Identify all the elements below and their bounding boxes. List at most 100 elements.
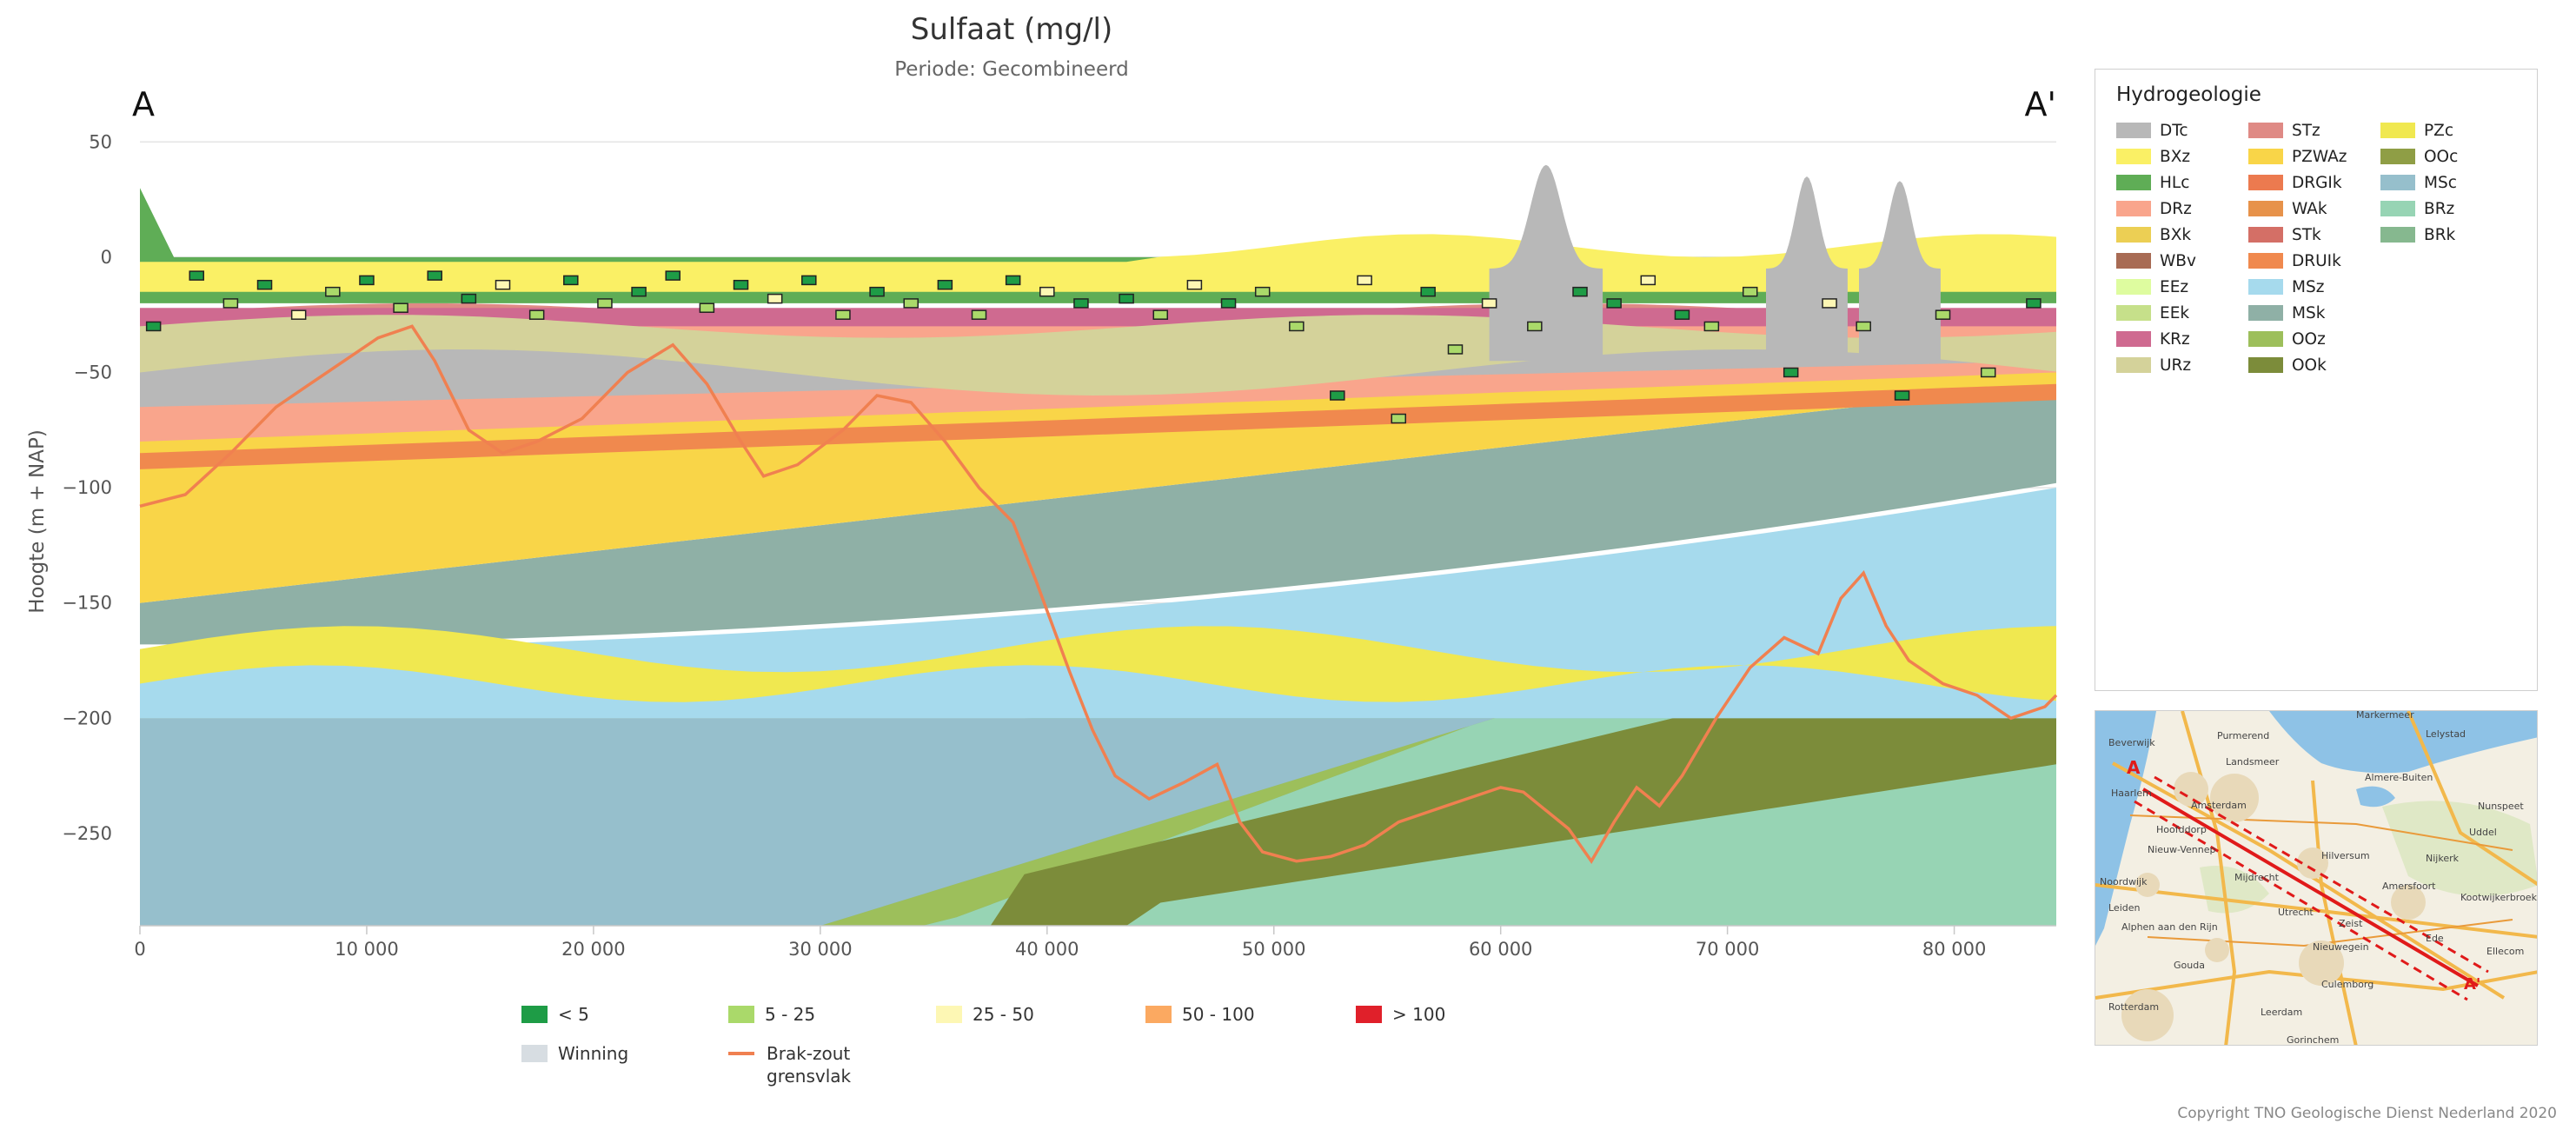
legend-swatch xyxy=(2116,201,2151,216)
sample-marker[interactable] xyxy=(1527,321,1543,332)
sample-marker[interactable] xyxy=(1152,309,1169,320)
legend-item-drz: DRz xyxy=(2116,198,2192,219)
legend-swatch xyxy=(2116,227,2151,243)
sample-marker[interactable] xyxy=(1894,390,1910,401)
x-tick-label: 10 000 xyxy=(335,939,398,960)
layer-ook xyxy=(140,626,2056,926)
sample-marker[interactable] xyxy=(189,270,204,281)
sample-marker[interactable] xyxy=(393,302,408,313)
sample-marker[interactable] xyxy=(1119,293,1134,304)
sample-marker[interactable] xyxy=(1481,298,1497,309)
map-place-label: Ellecom xyxy=(2486,946,2524,957)
y-tick-label: 0 xyxy=(101,247,112,268)
legend-swatch xyxy=(2116,357,2151,373)
map-place-label: Uddel xyxy=(2469,827,2497,838)
sample-markers[interactable] xyxy=(145,270,2042,424)
legend-item-druik: DRUIk xyxy=(2248,250,2341,271)
sample-marker[interactable] xyxy=(1980,367,1996,378)
sample-marker[interactable] xyxy=(801,275,817,286)
location-map[interactable]: A A' Beverwijk Purmerend Lelystad Landsmeer… xyxy=(2095,710,2538,1046)
legend-item-stz: STz xyxy=(2248,120,2320,141)
sample-marker[interactable] xyxy=(1186,279,1203,290)
sample-marker[interactable] xyxy=(1674,309,1690,320)
legend-item-ooc: OOc xyxy=(2380,146,2458,167)
sample-marker[interactable] xyxy=(1073,298,1089,309)
legend-item-label: WBv xyxy=(2160,251,2196,270)
sample-marker[interactable] xyxy=(1005,275,1021,286)
map-place-label: Gorinchem xyxy=(2287,1034,2339,1046)
sample-marker[interactable] xyxy=(145,321,162,332)
sample-marker[interactable] xyxy=(427,270,442,281)
legend-swatch xyxy=(2248,253,2283,269)
sample-marker[interactable] xyxy=(290,309,307,320)
legend-item-label: BXk xyxy=(2160,225,2192,244)
legend-swatch xyxy=(936,1006,962,1023)
sample-marker[interactable] xyxy=(1254,286,1271,297)
sample-marker[interactable] xyxy=(256,279,273,290)
legend-swatch xyxy=(728,1006,754,1023)
sample-marker[interactable] xyxy=(1783,367,1799,378)
sample-marker[interactable] xyxy=(1935,309,1951,320)
map-place-label: Rotterdam xyxy=(2108,1001,2159,1013)
sample-marker[interactable] xyxy=(665,270,681,281)
sample-marker[interactable] xyxy=(937,279,953,290)
sample-marker[interactable] xyxy=(835,309,851,320)
x-tick-label: 70 000 xyxy=(1696,939,1759,960)
legend-item-stk: STk xyxy=(2248,224,2321,245)
legend-item-label: DRUIk xyxy=(2292,251,2341,270)
sample-marker[interactable] xyxy=(631,286,647,297)
sample-marker[interactable] xyxy=(1606,298,1622,309)
map-place-label: Haarlem xyxy=(2111,788,2152,799)
sample-marker[interactable] xyxy=(1640,275,1656,286)
legend-item-bxk: BXk xyxy=(2116,224,2191,245)
legend-swatch xyxy=(1356,1006,1382,1023)
sample-marker[interactable] xyxy=(222,298,239,309)
map-place-label: Nunspeet xyxy=(2478,801,2524,812)
legend-swatch xyxy=(2248,149,2283,164)
legend-swatch xyxy=(2116,305,2151,321)
sample-marker[interactable] xyxy=(1703,321,1720,332)
legend-swatch xyxy=(2380,201,2415,216)
sample-marker[interactable] xyxy=(528,309,545,320)
sample-marker[interactable] xyxy=(1420,286,1436,297)
sample-marker[interactable] xyxy=(1289,321,1305,332)
sample-marker[interactable] xyxy=(1447,344,1464,355)
legend-swatch xyxy=(2248,201,2283,216)
legend-entry: 25 - 50 xyxy=(936,1004,1034,1025)
map-place-label: Hilversum xyxy=(2321,850,2370,861)
sample-marker[interactable] xyxy=(1039,286,1055,297)
legend-item-label: KRz xyxy=(2160,329,2190,349)
sample-marker[interactable] xyxy=(563,275,579,286)
section-end-label: A' xyxy=(2025,85,2056,123)
salt-fresh-interface xyxy=(139,324,2058,864)
sample-marker[interactable] xyxy=(1856,321,1871,332)
sample-marker[interactable] xyxy=(869,286,885,297)
sample-marker[interactable] xyxy=(495,279,511,290)
sample-marker[interactable] xyxy=(1330,390,1345,401)
sample-marker[interactable] xyxy=(733,279,749,290)
sample-marker[interactable] xyxy=(1220,298,1237,309)
legend-item-pzc: PZc xyxy=(2380,120,2453,141)
sample-marker[interactable] xyxy=(1572,286,1588,297)
legend-swatch xyxy=(1145,1006,1172,1023)
sample-marker[interactable] xyxy=(971,309,987,320)
sample-marker[interactable] xyxy=(1742,286,1758,297)
sample-marker[interactable] xyxy=(1391,413,1407,424)
sample-marker[interactable] xyxy=(2026,298,2042,309)
sample-marker[interactable] xyxy=(359,275,375,286)
sample-marker[interactable] xyxy=(699,302,715,313)
map-place-label: Mijdrecht xyxy=(2234,872,2280,883)
legend-swatch xyxy=(2380,123,2415,138)
sample-marker[interactable] xyxy=(767,293,783,304)
x-tick-label: 50 000 xyxy=(1242,939,1305,960)
legend-swatch xyxy=(521,1006,548,1023)
sample-marker[interactable] xyxy=(325,286,341,297)
x-tick-label: 0 xyxy=(134,939,145,960)
sample-marker[interactable] xyxy=(597,298,613,309)
sample-marker[interactable] xyxy=(1357,275,1372,286)
sample-marker[interactable] xyxy=(1822,298,1837,309)
sample-marker[interactable] xyxy=(903,298,919,309)
legend-entry-label: grensvlak xyxy=(767,1066,852,1087)
sample-marker[interactable] xyxy=(461,293,477,304)
x-tick-label: 20 000 xyxy=(561,939,625,960)
